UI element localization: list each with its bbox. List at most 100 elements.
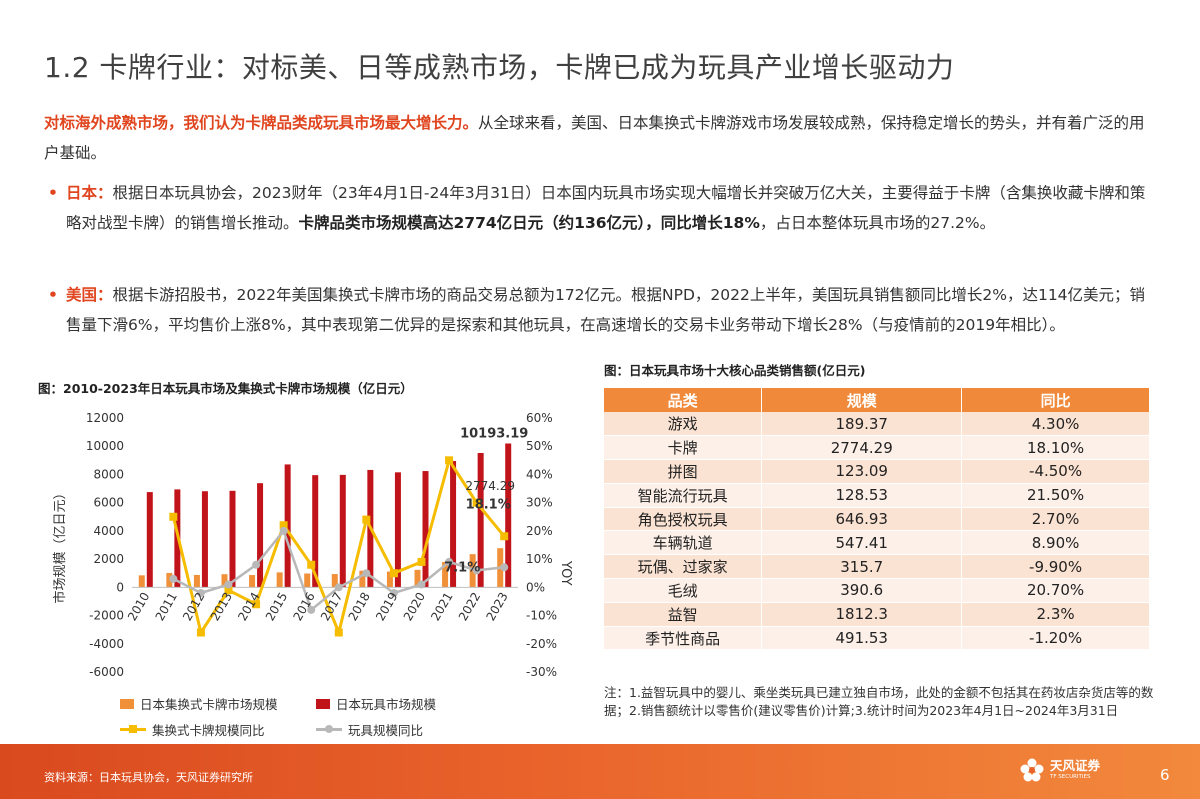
y-tick-label: 10000 bbox=[86, 439, 124, 453]
bullet-japan: • 日本：根据日本玩具协会，2023财年（23年4月1日-24年3月31日）日本… bbox=[44, 178, 1158, 238]
table-cell: 189.37 bbox=[761, 412, 963, 437]
page-title: 1.2 卡牌行业：对标美、日等成熟市场，卡牌已成为玩具产业增长驱动力 bbox=[44, 51, 955, 84]
bullet-japan-text2: ，占日本整体玩具市场的27.2%。 bbox=[759, 214, 996, 232]
y2-tick-label: -30% bbox=[526, 665, 557, 679]
table-cell: 123.09 bbox=[761, 459, 963, 484]
bar bbox=[386, 571, 393, 588]
table-cell: 智能流行玩具 bbox=[604, 483, 763, 508]
table-cell: 玩偶、过家家 bbox=[604, 554, 763, 580]
table-cell: 491.53 bbox=[761, 626, 963, 651]
table-cell: -9.90% bbox=[961, 554, 1150, 580]
tf-flower-icon bbox=[1020, 758, 1044, 782]
bullet-usa-lead: 美国： bbox=[66, 286, 113, 304]
y-tick-label: -2000 bbox=[89, 609, 124, 623]
table-cell: 角色授权玩具 bbox=[604, 507, 763, 532]
line-point bbox=[224, 586, 233, 595]
line-point bbox=[279, 521, 288, 530]
legend-label: 集换式卡牌规模同比 bbox=[152, 723, 265, 738]
line-point bbox=[252, 560, 261, 569]
line-point bbox=[472, 566, 481, 575]
intro-highlight: 对标海外成熟市场，我们认为卡牌品类成玩具市场最大增长力。 bbox=[44, 114, 479, 132]
y-axis-label: 市场规模（亿日元） bbox=[52, 486, 68, 603]
bar bbox=[193, 574, 200, 588]
y2-tick-label: 10% bbox=[526, 552, 553, 566]
chart-title: 图：2010-2023年日本玩具市场及集换式卡牌市场规模（亿日元） bbox=[38, 381, 413, 396]
bar bbox=[359, 570, 366, 588]
intro-paragraph: 对标海外成熟市场，我们认为卡牌品类成玩具市场最大增长力。从全球来看，美国、日本集… bbox=[44, 108, 1158, 168]
x-tick-label: 2019 bbox=[373, 590, 400, 623]
x-tick-label: 2013 bbox=[208, 590, 235, 623]
table-header-row: 品类 规模 同比 bbox=[604, 388, 1150, 412]
line-point bbox=[224, 580, 233, 589]
y2-tick-label: 50% bbox=[526, 439, 553, 453]
bar bbox=[201, 491, 208, 588]
x-tick-label: 2022 bbox=[456, 590, 483, 623]
line-point bbox=[279, 526, 288, 535]
y2-tick-label: 30% bbox=[526, 496, 553, 510]
bullet-japan-text1: 根据日本玩具协会，2023财年（23年4月1日-24年3月31日）日本国内玩具市… bbox=[66, 184, 1146, 232]
table-cell: 1812.3 bbox=[761, 602, 963, 627]
x-tick-label: 2011 bbox=[153, 590, 180, 623]
x-tick-label: 2012 bbox=[180, 590, 207, 623]
legend-item-card-market: 日本集换式卡牌市场规模 bbox=[120, 694, 278, 713]
y-tick-label: 0 bbox=[116, 580, 124, 594]
table-cell: 游戏 bbox=[604, 412, 763, 437]
logo-text: 天风证券 bbox=[1050, 758, 1101, 773]
legend-swatch bbox=[120, 698, 134, 709]
bar bbox=[477, 452, 484, 588]
y2-tick-label: -10% bbox=[526, 609, 557, 623]
x-tick-label: 2018 bbox=[346, 590, 373, 623]
table-cell: 益智 bbox=[604, 602, 763, 627]
legend-label: 日本集换式卡牌市场规模 bbox=[140, 697, 278, 712]
legend-item-toy-market: 日本玩具市场规模 bbox=[316, 694, 436, 713]
legend-swatch bbox=[120, 725, 146, 733]
y2-tick-label: -20% bbox=[526, 637, 557, 651]
data-label-card-yoy-2023: 18.1% bbox=[466, 497, 511, 512]
bar bbox=[221, 574, 228, 588]
line-point bbox=[500, 563, 509, 572]
bar bbox=[422, 471, 429, 588]
legend-label: 玩具规模同比 bbox=[348, 723, 424, 738]
table-cell: 2.70% bbox=[961, 507, 1150, 532]
table-row: 游戏 189.37 4.30% bbox=[604, 412, 1150, 437]
bullet-japan-lead: 日本： bbox=[66, 184, 113, 202]
y2-tick-label: 40% bbox=[526, 467, 553, 481]
line-point bbox=[307, 560, 316, 569]
line-point bbox=[252, 600, 261, 609]
bar bbox=[166, 572, 173, 588]
bar bbox=[249, 575, 256, 588]
table-cell: 2.3% bbox=[961, 602, 1150, 627]
bar bbox=[138, 575, 145, 588]
table-cell: 拼图 bbox=[604, 459, 763, 484]
line-point bbox=[417, 580, 426, 589]
table-row: 车辆轨道 547.41 8.90% bbox=[604, 530, 1150, 556]
table-cell: 8.90% bbox=[961, 530, 1150, 556]
y-tick-label: -4000 bbox=[89, 637, 124, 651]
y2-tick-label: 0% bbox=[526, 580, 545, 594]
table-cell: 390.6 bbox=[761, 578, 963, 603]
x-tick-label: 2021 bbox=[428, 590, 455, 623]
table-row: 毛绒 390.6 20.70% bbox=[604, 578, 1150, 603]
y-tick-label: -6000 bbox=[89, 665, 124, 679]
line-point bbox=[472, 498, 481, 507]
table-header: 同比 bbox=[961, 388, 1150, 412]
legend-swatch bbox=[316, 698, 330, 709]
table-row: 季节性商品 491.53 -1.20% bbox=[604, 626, 1150, 651]
bar bbox=[229, 490, 236, 588]
company-logo: 天风证券 TF SECURITIES bbox=[1018, 756, 1100, 784]
category-sales-table: 品类 规模 同比 游戏 189.37 4.30% 卡牌 2774.29 18.10% 拼… bbox=[604, 388, 1150, 651]
bar bbox=[394, 472, 401, 588]
table-row: 角色授权玩具 646.93 2.70% bbox=[604, 507, 1150, 532]
table-row: 拼图 123.09 -4.50% bbox=[604, 459, 1150, 484]
bullet-dot: • bbox=[48, 286, 58, 304]
bullet-japan-bold: 卡牌品类市场规模高达2774亿日元（约136亿元），同比增长18% bbox=[298, 214, 760, 232]
y2-tick-label: 20% bbox=[526, 524, 553, 538]
table-cell: 128.53 bbox=[761, 483, 963, 508]
table-row: 玩偶、过家家 315.7 -9.90% bbox=[604, 554, 1150, 580]
bar bbox=[505, 443, 512, 588]
line-point bbox=[169, 512, 178, 521]
table-cell: 18.10% bbox=[961, 435, 1150, 461]
table-cell: -4.50% bbox=[961, 459, 1150, 484]
line-point bbox=[196, 628, 205, 637]
intro-text: 从全球来看，美国、日本集换式卡牌游戏市场发展较成熟，保持稳定增长的势头，并有着广… bbox=[44, 114, 1145, 162]
